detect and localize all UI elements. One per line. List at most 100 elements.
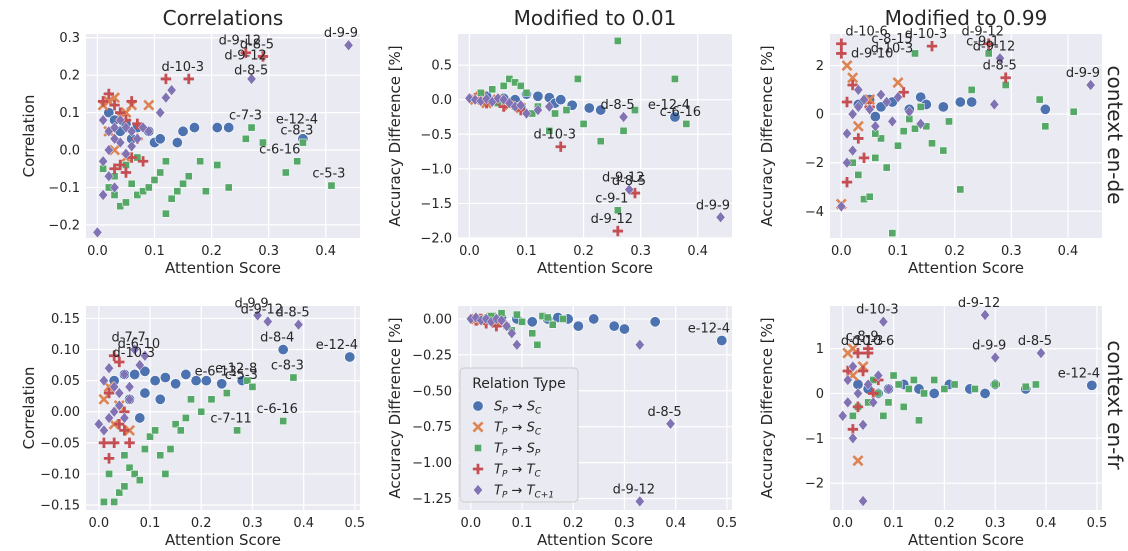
point-tp-tc1 (842, 396, 853, 409)
point-tp-sp (911, 124, 919, 133)
point-tp-sp (528, 329, 537, 338)
point-annotation: d-9-12 (219, 34, 261, 49)
point-tp-tc (109, 163, 120, 174)
point-annotation: d-10-3 (856, 303, 898, 318)
point-tp-sp (631, 106, 639, 114)
point-tp-tc1 (715, 211, 726, 224)
point-sp-sc (532, 90, 544, 102)
point-tp-tc1 (126, 125, 137, 138)
y-axis-label: Correlation (20, 367, 38, 450)
x-tick-label: 0.2 (944, 244, 965, 259)
subplot-5: 0.0 0.1 0.2 0.3 0.4 0.5 −1.25 −1.00 −0.75 −0.50 −0… (386, 306, 737, 549)
point-tp-sp (671, 75, 679, 83)
y-tick-label: −2 (805, 477, 824, 492)
point-tp-sp (151, 426, 159, 435)
point-tp-sp (911, 49, 919, 58)
point-tp-tc (97, 96, 109, 107)
point-tp-tc1 (624, 183, 635, 196)
point-annotation: d-8-5 (600, 98, 634, 113)
point-sp-sc (649, 316, 661, 328)
point-annotation: c-6-16 (257, 402, 298, 417)
y-tick-label: 0 (816, 108, 824, 123)
point-sp-sc (716, 334, 728, 346)
point-tp-tc1 (132, 132, 143, 145)
point-tp-tc1 (104, 362, 114, 375)
point-annotation: d-9-12 (958, 296, 1000, 311)
legend-marker-tp-tc1 (473, 484, 483, 496)
x-tick-label: 0.3 (242, 516, 263, 531)
row-label-bottom: context en-fr (1103, 340, 1127, 470)
point-sp-sc (129, 368, 141, 380)
point-tp-sp (499, 82, 508, 90)
point-tp-sc (852, 120, 864, 132)
point-sp-sc (937, 101, 949, 113)
data-points (93, 309, 356, 506)
point-tp-sc (852, 455, 864, 467)
x-tick-label: 0.1 (888, 244, 909, 259)
point-annotation: e-12-4 (276, 112, 318, 127)
point-tp-tc1 (847, 144, 858, 157)
point-sp-sc (618, 323, 630, 335)
point-tp-tc1 (104, 412, 114, 424)
x-tick-label: 0.2 (563, 516, 584, 531)
point-tp-tc1 (878, 315, 889, 328)
point-tp-sp (279, 417, 288, 425)
point-tp-sp (613, 206, 622, 215)
point-tp-tc (898, 87, 909, 98)
y-tick-label: −0.50 (412, 384, 452, 399)
point-tp-tc1 (873, 369, 884, 382)
y-tick-label: 0 (816, 387, 824, 402)
x-tick-label: 0.1 (144, 244, 165, 259)
point-tp-tc1 (109, 380, 120, 393)
y-tick-label: −0.2 (48, 218, 80, 233)
x-tick-label: 0.1 (140, 516, 161, 531)
legend-items: SP → SC TP → SC TP → SP TP → TC TP → TC+1 (472, 400, 554, 501)
point-tp-tc (124, 437, 135, 449)
point-tp-sp (1035, 95, 1044, 104)
point-tp-tc1 (98, 189, 109, 201)
point-sp-sc (177, 125, 189, 137)
point-tp-tc1 (498, 93, 509, 106)
point-tp-tc1 (544, 100, 555, 113)
y-tick-label: −1.25 (412, 492, 452, 507)
legend-label-tp-sp: TP → SP (494, 442, 541, 459)
point-tp-sp (916, 103, 925, 111)
point-sp-sc (149, 375, 161, 387)
point-tp-tc (841, 176, 853, 188)
point-tp-sp (293, 157, 302, 166)
x-axis-label: Attention Score (908, 259, 1024, 277)
x-tick-label: 0.3 (630, 244, 651, 259)
point-tp-tc (629, 187, 641, 199)
point-tp-tc1 (496, 314, 507, 327)
point-annotation: d-9-12 (591, 212, 633, 227)
x-tick-label: 0.4 (1058, 244, 1079, 259)
point-tp-sp (187, 395, 195, 404)
point-tp-sp (899, 127, 908, 135)
point-tp-sp (241, 134, 250, 143)
legend-label-sp-sc: SP → SC (494, 400, 542, 417)
point-annotation: d-8-5 (275, 306, 309, 321)
point-tp-tc (103, 88, 115, 100)
point-tp-sp (162, 209, 170, 218)
point-tp-sp (984, 49, 993, 58)
point-tp-sp (991, 380, 1000, 389)
point-tp-sp (122, 198, 130, 207)
point-annotation: e-12-4 (688, 321, 730, 336)
x-tick-label: 0.3 (614, 516, 635, 531)
point-tp-sp (233, 426, 241, 435)
point-sp-sc (344, 351, 356, 363)
x-tick-label: 0.0 (832, 516, 853, 531)
point-tp-sp (516, 82, 525, 90)
point-tp-sc (847, 72, 859, 84)
point-tp-sp (548, 320, 557, 329)
point-annotation: c-6-16 (660, 105, 701, 120)
x-axis-label: Attention Score (537, 531, 653, 549)
point-tp-sp (865, 192, 874, 201)
point-tp-sp (162, 157, 170, 166)
x-tick-label: 0.1 (516, 244, 537, 259)
point-tp-sp (197, 407, 206, 416)
y-tick-label: −1.0 (420, 162, 452, 177)
y-tick-label: 0.0 (59, 144, 80, 159)
point-tp-tc1 (847, 360, 858, 373)
